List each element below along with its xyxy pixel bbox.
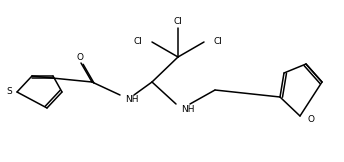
- Text: S: S: [6, 87, 12, 97]
- Text: O: O: [308, 116, 315, 125]
- Text: NH: NH: [181, 104, 194, 114]
- Text: O: O: [76, 53, 84, 63]
- Text: NH: NH: [125, 94, 139, 104]
- Text: Cl: Cl: [133, 36, 142, 46]
- Text: Cl: Cl: [214, 36, 223, 46]
- Text: Cl: Cl: [174, 17, 182, 27]
